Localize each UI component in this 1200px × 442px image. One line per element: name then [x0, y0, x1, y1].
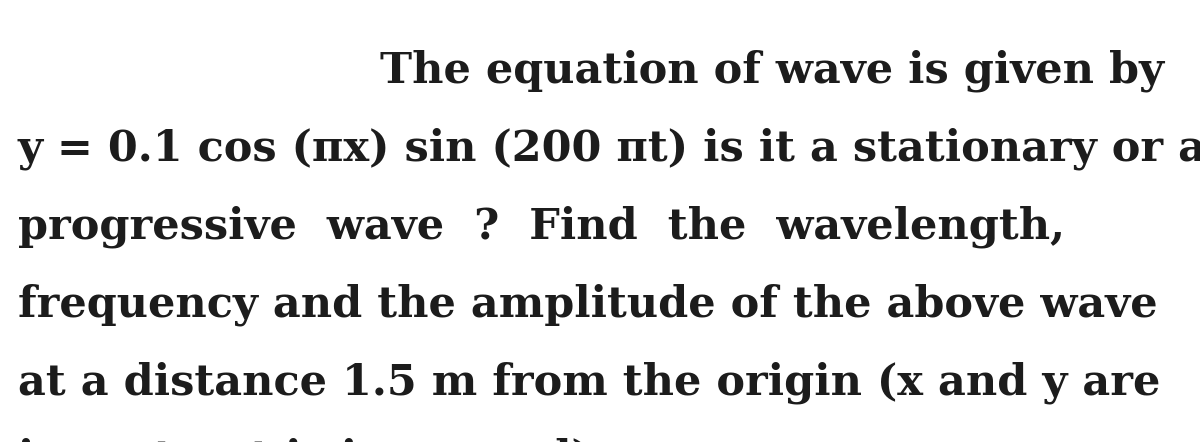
Text: y = 0.1 cos (πx) sin (200 πt) is it a stationary or a: y = 0.1 cos (πx) sin (200 πt) is it a st…	[18, 128, 1200, 170]
Text: progressive  wave  ?  Find  the  wavelength,: progressive wave ? Find the wavelength,	[18, 206, 1064, 248]
Text: in meter, t is in second).: in meter, t is in second).	[18, 438, 607, 442]
Text: frequency and the amplitude of the above wave: frequency and the amplitude of the above…	[18, 284, 1158, 326]
Text: at a distance 1.5 m from the origin (x and y are: at a distance 1.5 m from the origin (x a…	[18, 362, 1160, 404]
Text: The equation of wave is given by: The equation of wave is given by	[380, 50, 1164, 92]
